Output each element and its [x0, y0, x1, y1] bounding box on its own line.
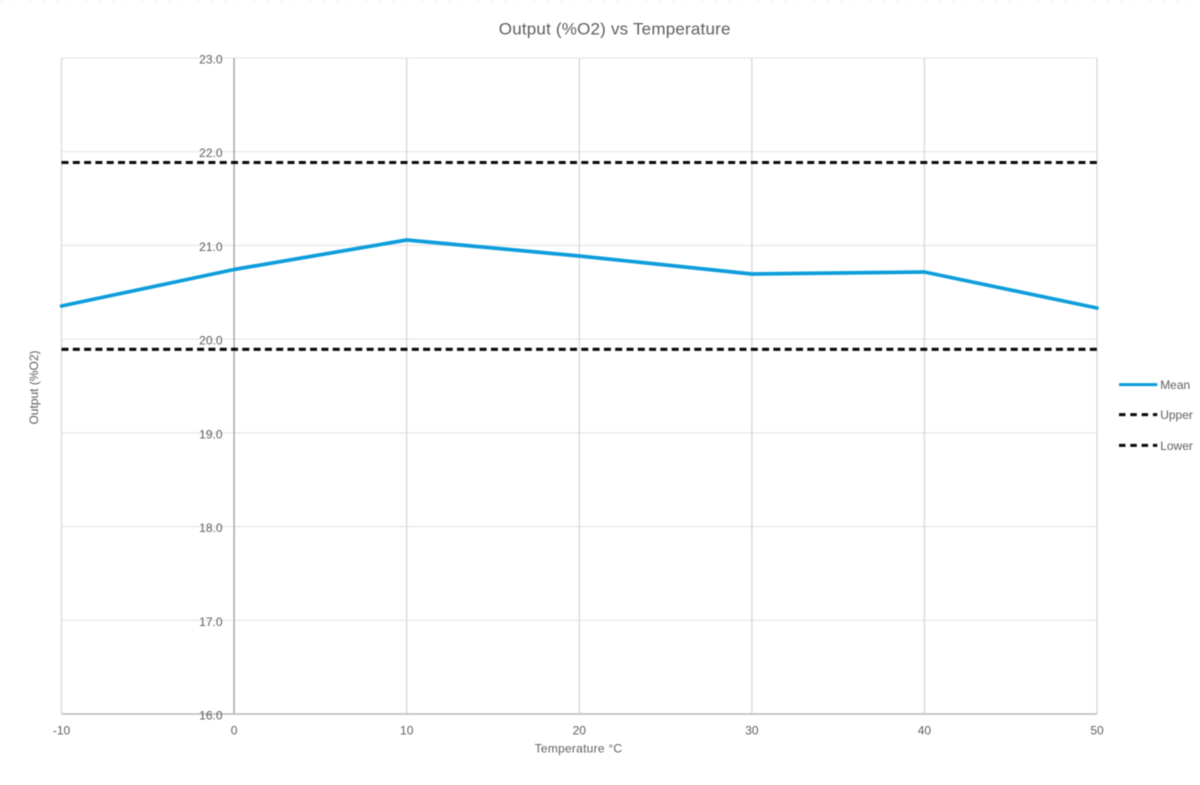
- svg-text:22.0: 22.0: [199, 146, 223, 160]
- svg-text:Lower: Lower: [1160, 439, 1193, 453]
- svg-text:40: 40: [918, 724, 932, 738]
- svg-text:20.0: 20.0: [199, 334, 223, 348]
- svg-text:19.0: 19.0: [199, 427, 223, 441]
- svg-text:Temperature °C: Temperature °C: [535, 741, 623, 755]
- svg-text:Mean: Mean: [1160, 378, 1190, 392]
- svg-text:30: 30: [745, 724, 759, 738]
- svg-text:-10: -10: [53, 724, 71, 738]
- svg-text:0: 0: [231, 724, 238, 738]
- svg-text:18.0: 18.0: [199, 521, 223, 535]
- svg-text:21.0: 21.0: [199, 240, 223, 254]
- svg-text:Output (%O2) vs Temperature: Output (%O2) vs Temperature: [499, 19, 731, 38]
- svg-text:23.0: 23.0: [199, 52, 223, 66]
- svg-text:Upper: Upper: [1160, 408, 1193, 422]
- svg-text:10: 10: [400, 724, 414, 738]
- svg-text:16.0: 16.0: [199, 709, 223, 723]
- svg-text:17.0: 17.0: [199, 615, 223, 629]
- svg-text:20: 20: [573, 724, 587, 738]
- svg-text:50: 50: [1090, 724, 1104, 738]
- svg-text:Output (%O2): Output (%O2): [27, 350, 41, 424]
